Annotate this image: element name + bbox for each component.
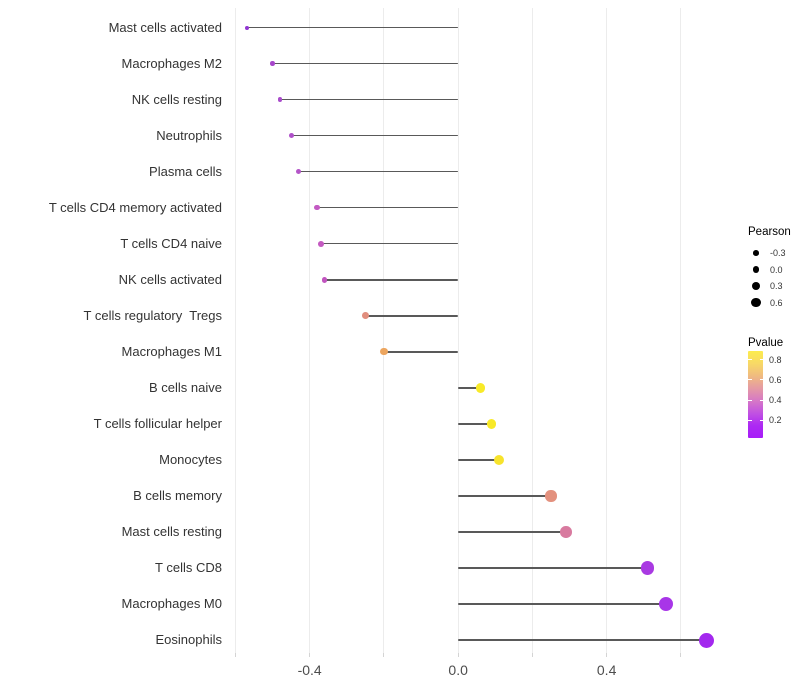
pvalue-colorbar-tick xyxy=(759,419,763,421)
y-category-label: Plasma cells xyxy=(149,163,222,179)
x-gridline xyxy=(606,8,608,653)
y-category-label: NK cells activated xyxy=(118,271,222,287)
pvalue-colorbar-tick xyxy=(759,379,763,381)
lollipop-dot xyxy=(277,97,283,102)
lollipop-dot xyxy=(380,348,388,356)
y-category-label: T cells CD4 memory activated xyxy=(48,199,222,215)
pearson-key-dot xyxy=(752,266,760,273)
pvalue-colorbar-tick xyxy=(748,399,752,401)
pearson-legend-title: Pearson xyxy=(748,226,791,238)
lollipop-stem xyxy=(272,62,459,65)
pearson-key-label: 0.0 xyxy=(770,264,783,275)
pearson-key-label: 0.6 xyxy=(770,297,783,308)
x-gridline xyxy=(383,8,385,653)
y-category-label: T cells CD8 xyxy=(155,559,222,575)
lollipop-stem xyxy=(324,278,459,281)
y-category-label: B cells naive xyxy=(149,379,222,395)
lollipop-dot xyxy=(270,61,275,66)
x-gridline xyxy=(457,8,459,653)
y-category-label: T cells CD4 naive xyxy=(120,235,222,251)
pvalue-colorbar-tick xyxy=(748,379,752,381)
lollipop-dot xyxy=(314,204,320,211)
y-category-label: Neutrophils xyxy=(156,127,222,143)
pvalue-legend-title: Pvalue xyxy=(748,337,784,349)
lollipop-stem xyxy=(291,134,459,137)
y-category-label: Mast cells activated xyxy=(108,19,222,35)
lollipop-stem xyxy=(458,387,481,389)
x-gridline xyxy=(531,8,533,653)
lollipop-dot xyxy=(244,25,249,30)
pvalue-colorbar-tick xyxy=(748,419,752,421)
pvalue-colorbar-tick xyxy=(759,359,763,361)
lollipop-stem xyxy=(458,531,566,533)
pvalue-colorbar-label: 0.4 xyxy=(769,395,782,406)
x-axis-tick xyxy=(531,653,533,657)
lollipop-dot xyxy=(659,596,674,611)
lollipop-stem xyxy=(298,170,459,173)
x-axis-tick xyxy=(606,653,608,657)
lollipop-dot xyxy=(317,240,324,247)
y-category-label: Eosinophils xyxy=(155,632,223,647)
lollipop-dot xyxy=(475,383,486,393)
x-axis-tick xyxy=(309,653,311,657)
x-axis-tick xyxy=(680,653,682,657)
y-category-label: NK cells resting xyxy=(131,91,222,107)
x-tick-label: -0.4 xyxy=(297,662,322,678)
lollipop-dot xyxy=(640,561,655,575)
lollipop-stem xyxy=(320,242,459,245)
pvalue-colorbar xyxy=(748,351,763,438)
lollipop-stem xyxy=(458,495,551,497)
x-axis-tick xyxy=(457,653,459,657)
pearson-key-label: -0.3 xyxy=(770,248,786,258)
lollipop-dot xyxy=(486,418,497,429)
lollipop-dot xyxy=(295,168,302,175)
y-category-label: T cells follicular helper xyxy=(93,415,222,431)
pvalue-colorbar-label: 0.2 xyxy=(769,415,782,426)
lollipop-stem xyxy=(458,639,707,641)
y-category-label: Monocytes xyxy=(159,451,222,467)
lollipop-dot xyxy=(321,276,328,283)
lollipop-dot xyxy=(545,490,557,502)
pvalue-colorbar-tick xyxy=(748,359,752,361)
y-category-label: Macrophages M2 xyxy=(121,55,222,71)
lollipop-dot xyxy=(361,312,369,320)
x-gridline xyxy=(234,8,236,653)
pearson-key-label: 0.3 xyxy=(770,281,783,291)
lollipop-dot xyxy=(559,526,572,538)
pvalue-colorbar-tick xyxy=(759,399,763,401)
x-tick-label: 0.4 xyxy=(596,662,617,678)
lollipop-stem xyxy=(383,350,459,353)
pearson-key-dot xyxy=(751,281,761,291)
lollipop-dot xyxy=(288,133,294,139)
x-axis-tick xyxy=(383,653,385,657)
lollipop-stem xyxy=(458,459,499,461)
pvalue-colorbar-label: 0.8 xyxy=(769,354,782,365)
lollipop-stem xyxy=(458,423,492,425)
x-axis-tick xyxy=(234,653,236,657)
x-gridline xyxy=(309,8,311,653)
lollipop-dot xyxy=(493,454,504,465)
x-gridline xyxy=(680,8,682,653)
y-category-label: Macrophages M1 xyxy=(121,343,222,359)
lollipop-stem xyxy=(458,567,648,569)
y-category-label: T cells regulatory Tregs xyxy=(83,307,222,323)
pearson-key-dot xyxy=(753,250,759,256)
pvalue-colorbar-label: 0.6 xyxy=(769,374,782,385)
x-tick-label: 0.0 xyxy=(448,662,468,678)
y-category-label: Macrophages M0 xyxy=(121,595,222,611)
y-category-label: Mast cells resting xyxy=(121,523,222,539)
lollipop-stem xyxy=(246,26,459,29)
lollipop-stem xyxy=(317,206,459,209)
lollipop-stem xyxy=(458,603,667,605)
lollipop-stem xyxy=(279,98,459,101)
pearson-key-dot xyxy=(751,297,761,308)
lollipop-stem xyxy=(365,314,459,317)
y-category-label: B cells memory xyxy=(133,487,222,503)
lollipop-dot xyxy=(699,632,715,648)
